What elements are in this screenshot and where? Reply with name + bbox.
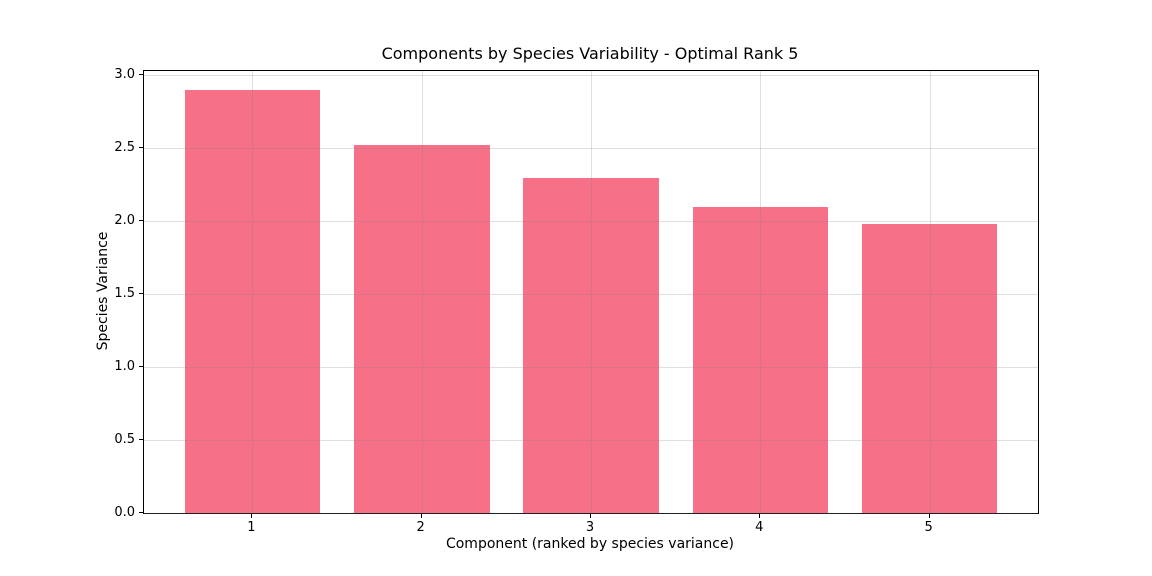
gridline-horizontal [144, 294, 1038, 296]
y-tick-label: 3.0 [114, 66, 135, 82]
bar-component-3 [523, 177, 659, 513]
plot-area [143, 70, 1039, 514]
y-tick-mark [139, 512, 143, 513]
gridline-horizontal [144, 367, 1038, 369]
gridline-vertical [591, 71, 592, 513]
x-tick-mark [928, 514, 930, 518]
gridline-horizontal [144, 221, 1038, 223]
x-tick-label: 5 [924, 520, 933, 535]
y-tick-mark [139, 74, 143, 76]
chart-title: Components by Species Variability - Opti… [381, 44, 799, 63]
y-tick-label: 2.5 [114, 139, 135, 155]
y-tick-mark [139, 293, 143, 295]
gridline-horizontal [144, 513, 1038, 514]
gridline-horizontal [144, 148, 1038, 150]
y-tick-label: 2.0 [114, 212, 135, 228]
x-tick-mark [590, 514, 591, 518]
y-tick-mark [139, 147, 143, 149]
bar-component-2 [354, 145, 490, 513]
y-tick-mark [139, 366, 143, 368]
y-tick-label: 1.0 [114, 358, 135, 374]
x-tick-label: 4 [755, 520, 764, 535]
x-tick-mark [420, 514, 422, 518]
y-tick-label: 1.5 [114, 285, 135, 301]
bar-component-1 [184, 90, 321, 513]
x-tick-label: 1 [247, 520, 256, 535]
x-tick-label: 3 [585, 520, 595, 535]
bar-component-4 [692, 206, 829, 513]
gridline-vertical [929, 71, 931, 513]
y-tick-label: 0.5 [114, 431, 135, 447]
gridline-vertical [760, 71, 762, 513]
gridline-horizontal [144, 440, 1038, 442]
gridline-vertical [252, 71, 254, 513]
bar-component-5 [861, 224, 998, 513]
y-tick-mark [139, 439, 143, 441]
x-axis-label: Component (ranked by species variance) [445, 536, 735, 552]
y-tick-label: 0.0 [114, 504, 135, 520]
x-tick-mark [759, 514, 761, 518]
y-tick-mark [139, 220, 143, 222]
x-tick-mark [251, 514, 253, 518]
gridline-vertical [421, 71, 423, 513]
x-tick-label: 2 [416, 520, 425, 535]
gridline-horizontal [144, 75, 1038, 77]
